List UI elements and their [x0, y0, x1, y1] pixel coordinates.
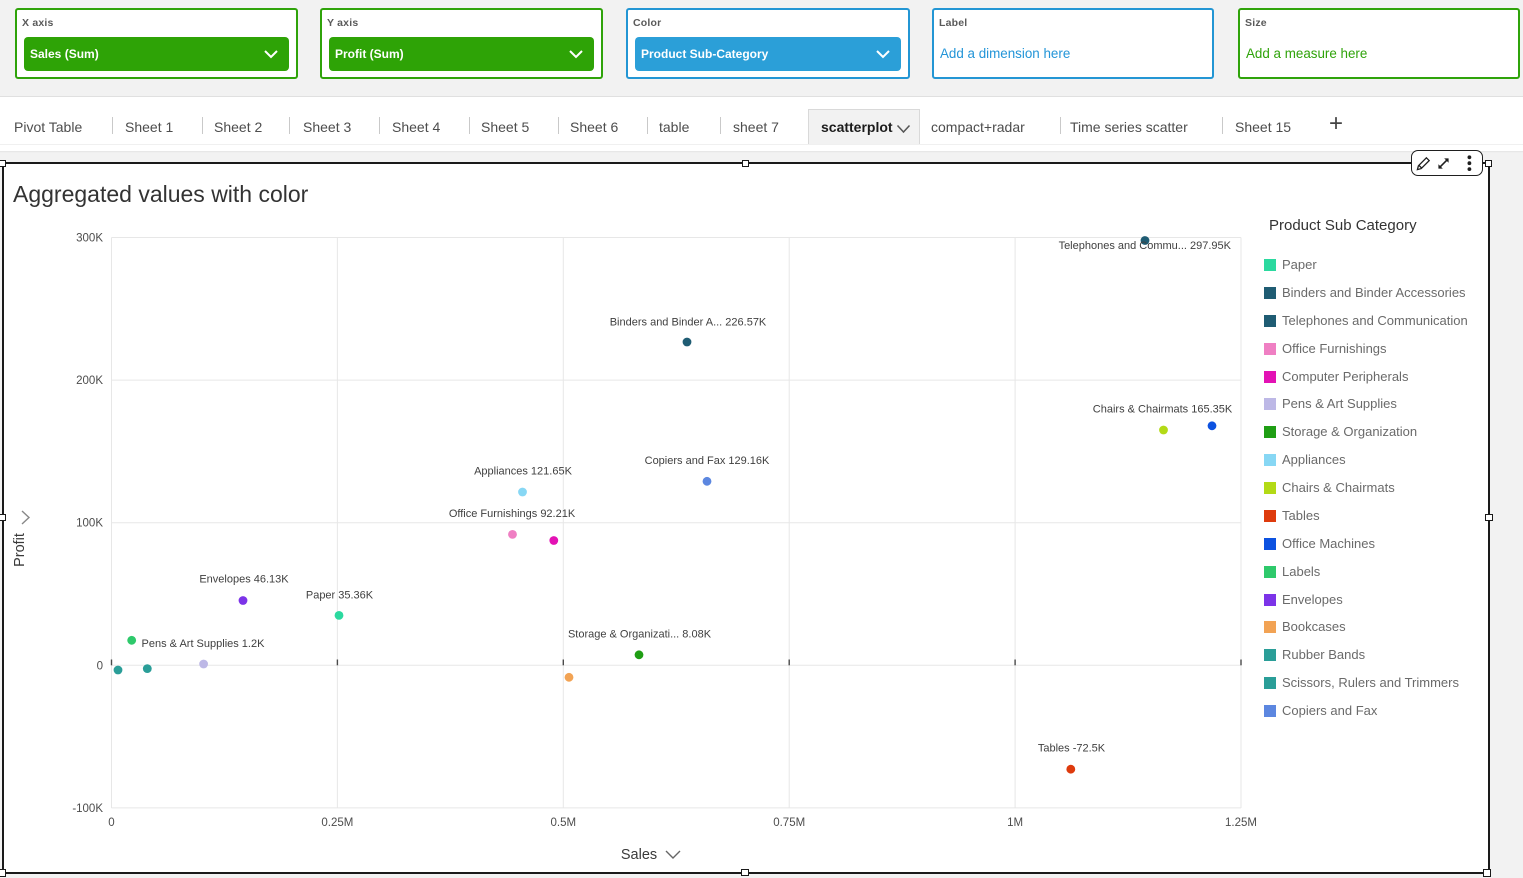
svg-text:200K: 200K	[76, 375, 103, 387]
svg-text:Pens & Art Supplies 1.2K: Pens & Art Supplies 1.2K	[142, 638, 266, 650]
svg-text:0.25M: 0.25M	[321, 817, 353, 829]
svg-text:0: 0	[97, 660, 103, 672]
svg-text:Appliances 121.65K: Appliances 121.65K	[474, 465, 573, 477]
svg-text:Office Furnishings 92.21K: Office Furnishings 92.21K	[449, 508, 576, 520]
svg-text:Telephones and Commu... 297.95: Telephones and Commu... 297.95K	[1059, 240, 1232, 252]
svg-text:Binders and Binder A... 226.57: Binders and Binder A... 226.57K	[610, 316, 767, 328]
svg-text:Sales: Sales	[621, 847, 657, 863]
svg-text:Copiers and Fax 129.16K: Copiers and Fax 129.16K	[645, 455, 770, 467]
svg-text:Profit: Profit	[12, 533, 28, 567]
svg-text:100K: 100K	[76, 518, 103, 530]
svg-text:0.75M: 0.75M	[773, 817, 805, 829]
svg-text:Tables -72.5K: Tables -72.5K	[1038, 743, 1106, 755]
svg-text:1M: 1M	[1007, 817, 1023, 829]
svg-text:-100K: -100K	[72, 803, 103, 815]
svg-text:Paper 35.36K: Paper 35.36K	[306, 589, 374, 601]
svg-text:1.25M: 1.25M	[1225, 817, 1257, 829]
svg-text:Storage & Organizati... 8.08K: Storage & Organizati... 8.08K	[568, 629, 712, 641]
svg-text:0: 0	[108, 817, 114, 829]
svg-text:Chairs & Chairmats 165.35K: Chairs & Chairmats 165.35K	[1093, 403, 1233, 415]
svg-text:300K: 300K	[76, 233, 103, 245]
svg-text:0.5M: 0.5M	[551, 817, 577, 829]
svg-text:Envelopes 46.13K: Envelopes 46.13K	[199, 573, 289, 585]
